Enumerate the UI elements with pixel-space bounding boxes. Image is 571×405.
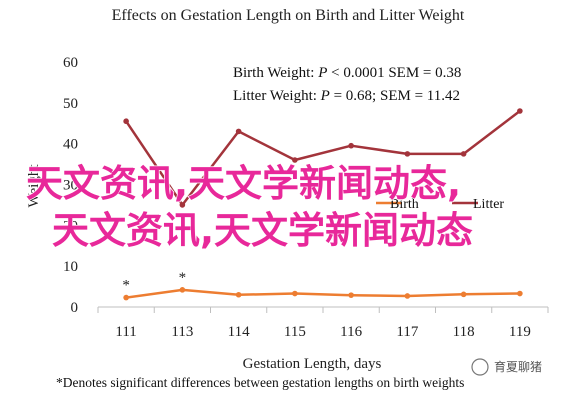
data-point-litter <box>292 157 298 163</box>
watermark: 育夏聊猪 <box>471 358 542 376</box>
data-point-birth <box>123 294 129 301</box>
x-tick-label: 116 <box>340 324 362 340</box>
series-line-litter <box>125 110 521 207</box>
x-tick-label: 117 <box>396 324 418 340</box>
data-point-birth <box>517 290 523 297</box>
data-point-birth <box>179 287 186 293</box>
x-tick-label: 113 <box>171 324 193 340</box>
watermark-text: 育夏聊猪 <box>494 359 542 374</box>
data-point-birth <box>404 293 411 299</box>
data-point-litter <box>235 128 242 135</box>
y-tick-label: 50 <box>63 96 78 112</box>
watermark-icon <box>471 358 489 376</box>
data-point-litter <box>123 118 129 125</box>
data-point-birth <box>460 291 467 298</box>
overlay-line-2: 天文资讯,天文学新闻动态 <box>52 209 473 252</box>
data-point-litter <box>348 142 354 149</box>
series-line-birth <box>125 288 520 299</box>
data-point-litter <box>404 151 411 157</box>
y-axis: 0 10 20 30 40 50 60 <box>63 55 78 316</box>
legend-label-birth: Birth <box>390 197 419 212</box>
legend: Birth Litter <box>376 197 504 212</box>
data-point-litter <box>460 151 467 157</box>
data-point-birth <box>292 290 298 297</box>
x-tick-label: 114 <box>228 324 250 340</box>
annotation-layer: * * <box>122 270 186 294</box>
y-tick-label: 20 <box>63 218 78 234</box>
significance-marker: * <box>122 278 130 294</box>
y-tick-label: 60 <box>63 55 78 71</box>
series-layer <box>123 108 523 301</box>
overlay-text: 天文资讯,天文学新闻动态, 天文资讯,天文学新闻动态 <box>25 161 474 253</box>
y-axis-title: Weight <box>26 164 42 208</box>
significance-marker: * <box>179 270 187 286</box>
data-point-birth <box>348 292 354 298</box>
x-tick-label: 111 <box>115 324 136 340</box>
footnote: *Denotes significant differences between… <box>56 375 464 390</box>
y-tick-label: 40 <box>63 137 78 153</box>
data-point-litter <box>179 202 186 208</box>
x-axis-title: Gestation Length, days <box>243 356 382 372</box>
data-point-birth <box>235 291 242 298</box>
y-tick-label: 10 <box>63 259 78 275</box>
stats-line-litter: Litter Weight: P = 0.68; SEM = 11.42 <box>233 88 460 104</box>
legend-label-litter: Litter <box>473 197 504 212</box>
overlay-line-1: 天文资讯,天文学新闻动态, <box>26 162 461 205</box>
stats-line-birth: Birth Weight: P < 0.0001 SEM = 0.38 <box>233 65 461 81</box>
data-point-litter <box>517 108 523 114</box>
chart-title: Effects on Gestation Length on Birth and… <box>112 7 465 24</box>
x-tick-label: 115 <box>284 324 306 340</box>
x-tick-label: 118 <box>453 324 475 340</box>
stats-block: Birth Weight: P < 0.0001 SEM = 0.38 Litt… <box>233 65 461 104</box>
y-tick-label: 0 <box>71 300 79 316</box>
y-tick-label: 30 <box>63 178 78 194</box>
x-tick-label: 119 <box>509 324 531 340</box>
x-axis: 111 113 114 115 116 117 118 119 <box>97 306 549 340</box>
